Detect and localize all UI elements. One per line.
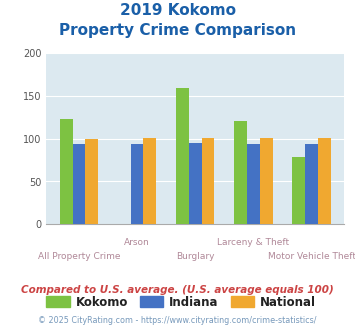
Bar bbox=[260, 138, 273, 224]
Text: © 2025 CityRating.com - https://www.cityrating.com/crime-statistics/: © 2025 CityRating.com - https://www.city… bbox=[38, 316, 317, 325]
Bar bbox=[247, 144, 260, 224]
Text: All Property Crime: All Property Crime bbox=[38, 252, 120, 261]
Bar bbox=[318, 138, 331, 224]
Bar bbox=[293, 157, 305, 224]
Bar bbox=[72, 144, 85, 224]
Bar bbox=[60, 119, 72, 224]
Text: Motor Vehicle Theft: Motor Vehicle Theft bbox=[268, 252, 355, 261]
Bar bbox=[202, 138, 214, 224]
Bar bbox=[131, 144, 143, 224]
Text: Property Crime Comparison: Property Crime Comparison bbox=[59, 23, 296, 38]
Bar bbox=[85, 139, 98, 224]
Bar bbox=[176, 88, 189, 224]
Text: Compared to U.S. average. (U.S. average equals 100): Compared to U.S. average. (U.S. average … bbox=[21, 285, 334, 295]
Bar bbox=[189, 143, 202, 224]
Bar bbox=[305, 144, 318, 224]
Text: Burglary: Burglary bbox=[176, 252, 214, 261]
Legend: Kokomo, Indiana, National: Kokomo, Indiana, National bbox=[46, 295, 316, 309]
Text: Arson: Arson bbox=[124, 238, 150, 247]
Bar bbox=[143, 138, 156, 224]
Text: Larceny & Theft: Larceny & Theft bbox=[217, 238, 289, 247]
Text: 2019 Kokomo: 2019 Kokomo bbox=[120, 3, 235, 18]
Bar bbox=[234, 120, 247, 224]
